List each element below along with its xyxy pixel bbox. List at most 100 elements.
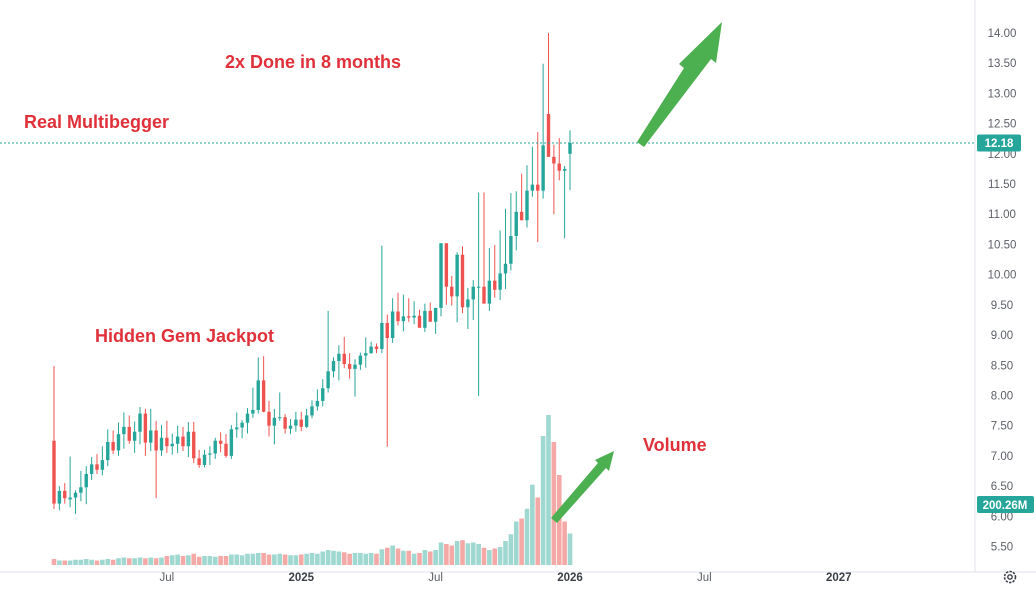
candle-body <box>321 388 325 401</box>
volume-bar <box>422 550 428 565</box>
candle-body <box>256 380 260 410</box>
volume-bar <box>395 548 401 565</box>
annotation-volume: Volume <box>643 435 707 455</box>
candle-body <box>213 440 217 454</box>
candle-body <box>261 380 266 412</box>
candle <box>245 408 250 434</box>
candle-body <box>278 417 282 419</box>
volume-bar <box>67 560 73 565</box>
volume-bar <box>126 558 132 565</box>
price-tick-label: 9.00 <box>991 330 1013 342</box>
volume-bar <box>497 547 503 565</box>
volume-bar <box>476 544 481 565</box>
volume-bar <box>304 553 309 565</box>
candle-body <box>460 254 465 308</box>
candle-body <box>197 458 201 465</box>
candle-body <box>267 411 271 426</box>
candle-body <box>111 441 115 451</box>
candle-body <box>536 184 540 191</box>
candle <box>514 191 518 251</box>
candle-body <box>450 286 454 297</box>
candle <box>57 486 62 511</box>
volume-bar <box>444 544 449 565</box>
candle <box>127 415 131 444</box>
candle <box>337 345 341 381</box>
volume-bar <box>137 557 143 565</box>
volume-bar <box>320 551 326 565</box>
time-tick-label: 2026 <box>557 572 583 584</box>
candle-body <box>364 353 368 356</box>
annotation-hidden-gem: Hidden Gem Jackpot <box>95 326 274 346</box>
candle-body <box>299 419 303 427</box>
candle <box>374 343 379 354</box>
price-tick-label: 9.50 <box>991 300 1013 312</box>
candle-body <box>73 492 78 498</box>
time-scale[interactable]: Jul 2025 Jul 2026 Jul 2027 <box>160 572 852 584</box>
volume-bar <box>384 547 390 565</box>
candle-body <box>186 431 191 447</box>
candle <box>272 408 277 445</box>
candle <box>63 483 67 504</box>
candle-body <box>353 364 357 369</box>
candle <box>552 144 556 215</box>
price-tick-label: 8.50 <box>991 360 1013 372</box>
volume-bar <box>298 554 304 565</box>
candle-body <box>251 409 255 414</box>
candle-body <box>283 417 287 429</box>
candle <box>557 138 561 181</box>
candle <box>353 359 357 397</box>
price-tick-label: 7.50 <box>991 421 1013 433</box>
candle-body <box>245 413 250 423</box>
volume-bar <box>110 559 116 565</box>
candle-body <box>519 211 524 221</box>
candle <box>116 422 121 456</box>
candle <box>111 430 115 455</box>
candle <box>326 310 330 393</box>
candle <box>380 245 384 354</box>
candle <box>498 230 502 301</box>
candle <box>202 449 207 468</box>
candle <box>213 437 217 459</box>
settings-gear-icon[interactable] <box>1003 570 1017 584</box>
candle-body <box>428 310 432 322</box>
candle <box>122 412 126 449</box>
candle-body <box>202 454 207 465</box>
candle-body <box>240 422 244 428</box>
volume-bar <box>223 556 229 565</box>
volume-bar <box>470 542 476 565</box>
candle <box>546 33 551 157</box>
volume-bar <box>341 552 347 565</box>
candle <box>170 433 174 455</box>
volume-bar <box>94 560 100 565</box>
candle-body <box>471 286 475 300</box>
price-scale[interactable]: 14.00 13.50 13.00 12.50 12.00 11.50 11.00 10.50… <box>988 28 1017 554</box>
candle <box>407 298 411 322</box>
candle <box>347 353 352 379</box>
volume-bar <box>492 548 498 565</box>
candle-body <box>304 415 309 427</box>
candle <box>482 192 486 304</box>
last-price-tag: 12.18 <box>977 134 1021 152</box>
candle-body <box>116 434 121 451</box>
candle-body <box>401 316 406 322</box>
candle-body <box>68 497 72 500</box>
candle-body <box>181 436 185 447</box>
candle <box>229 425 234 459</box>
candle-body <box>224 443 228 456</box>
candle-body <box>52 440 56 504</box>
volume-bar <box>347 553 352 565</box>
candle <box>224 434 228 458</box>
volume-bar <box>255 553 261 565</box>
volume-bar <box>530 484 535 565</box>
candle <box>84 466 88 505</box>
price-tick-label: 13.50 <box>988 58 1017 70</box>
candle-body <box>493 280 497 290</box>
volume-bar <box>153 558 159 565</box>
candlesticks <box>52 33 572 514</box>
volume-tag-bg <box>977 496 1034 513</box>
candle-body <box>568 142 572 154</box>
price-tick-label: 13.00 <box>988 88 1017 100</box>
candle-body <box>229 429 234 456</box>
